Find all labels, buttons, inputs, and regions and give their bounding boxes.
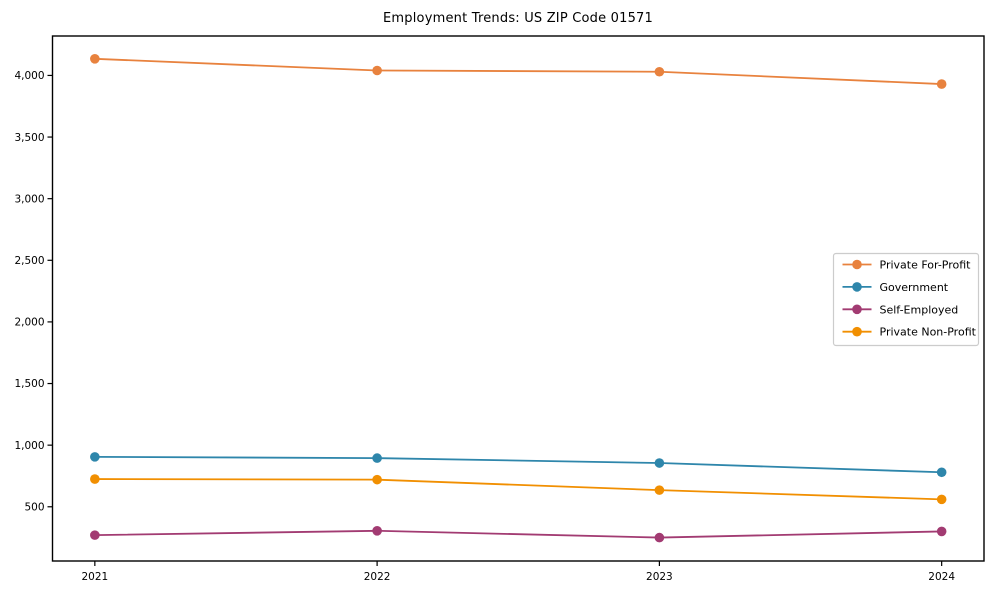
x-axis-tick-label: 2021 bbox=[81, 571, 108, 583]
x-axis-tick-label: 2024 bbox=[928, 571, 955, 583]
y-axis-tick-label: 500 bbox=[24, 501, 44, 513]
data-point-self-employed-2024 bbox=[936, 526, 947, 537]
y-axis-tick-label: 1,500 bbox=[14, 378, 44, 390]
data-point-self-employed-2023 bbox=[654, 532, 665, 543]
data-point-government-2022 bbox=[372, 453, 382, 463]
legend-label-private-non-profit: Private Non-Profit bbox=[880, 326, 977, 339]
y-axis-tick-label: 2,000 bbox=[14, 317, 44, 329]
data-point-private-for-profit-2021 bbox=[90, 53, 100, 64]
series-line-self-employed bbox=[94, 529, 942, 539]
legend-marker-self-employed bbox=[852, 304, 862, 315]
y-axis-tick-label: 2,500 bbox=[14, 255, 44, 267]
data-point-private-for-profit-2023 bbox=[654, 66, 665, 77]
chart-title: Employment Trends: US ZIP Code 01571 bbox=[383, 11, 653, 26]
data-point-self-employed-2022 bbox=[372, 526, 382, 536]
legend-marker-private-non-profit bbox=[852, 326, 862, 337]
data-point-government-2023 bbox=[654, 458, 665, 468]
data-point-self-employed-2021 bbox=[90, 530, 100, 540]
data-point-private-non-profit-2024 bbox=[936, 494, 947, 505]
data-point-government-2024 bbox=[936, 467, 947, 478]
y-axis-tick-label: 3,000 bbox=[14, 193, 44, 205]
data-point-private-non-profit-2023 bbox=[654, 485, 665, 495]
data-point-private-for-profit-2024 bbox=[936, 79, 947, 89]
series-line-private-non-profit bbox=[94, 478, 942, 501]
plot-frame bbox=[51, 35, 985, 562]
series-line-government bbox=[94, 455, 942, 474]
legend-marker-government bbox=[852, 282, 862, 292]
legend-label-self-employed: Self-Employed bbox=[880, 303, 959, 316]
series-line-private-for-profit bbox=[94, 57, 942, 85]
x-axis-tick-label: 2022 bbox=[364, 571, 391, 583]
y-axis-tick-label: 4,000 bbox=[14, 70, 44, 82]
legend-label-government: Government bbox=[880, 281, 949, 294]
data-point-private-non-profit-2021 bbox=[90, 474, 100, 484]
data-point-government-2021 bbox=[90, 452, 100, 462]
y-axis-tick-label: 1,000 bbox=[14, 440, 44, 452]
x-axis-tick-label: 2023 bbox=[646, 571, 673, 583]
legend-box bbox=[832, 252, 980, 347]
data-point-private-for-profit-2022 bbox=[372, 65, 382, 76]
y-axis-tick-label: 3,500 bbox=[14, 132, 44, 144]
legend-marker-private-for-profit bbox=[852, 259, 862, 270]
legend-label-private-for-profit: Private For-Profit bbox=[880, 259, 972, 272]
data-point-private-non-profit-2022 bbox=[372, 474, 382, 485]
